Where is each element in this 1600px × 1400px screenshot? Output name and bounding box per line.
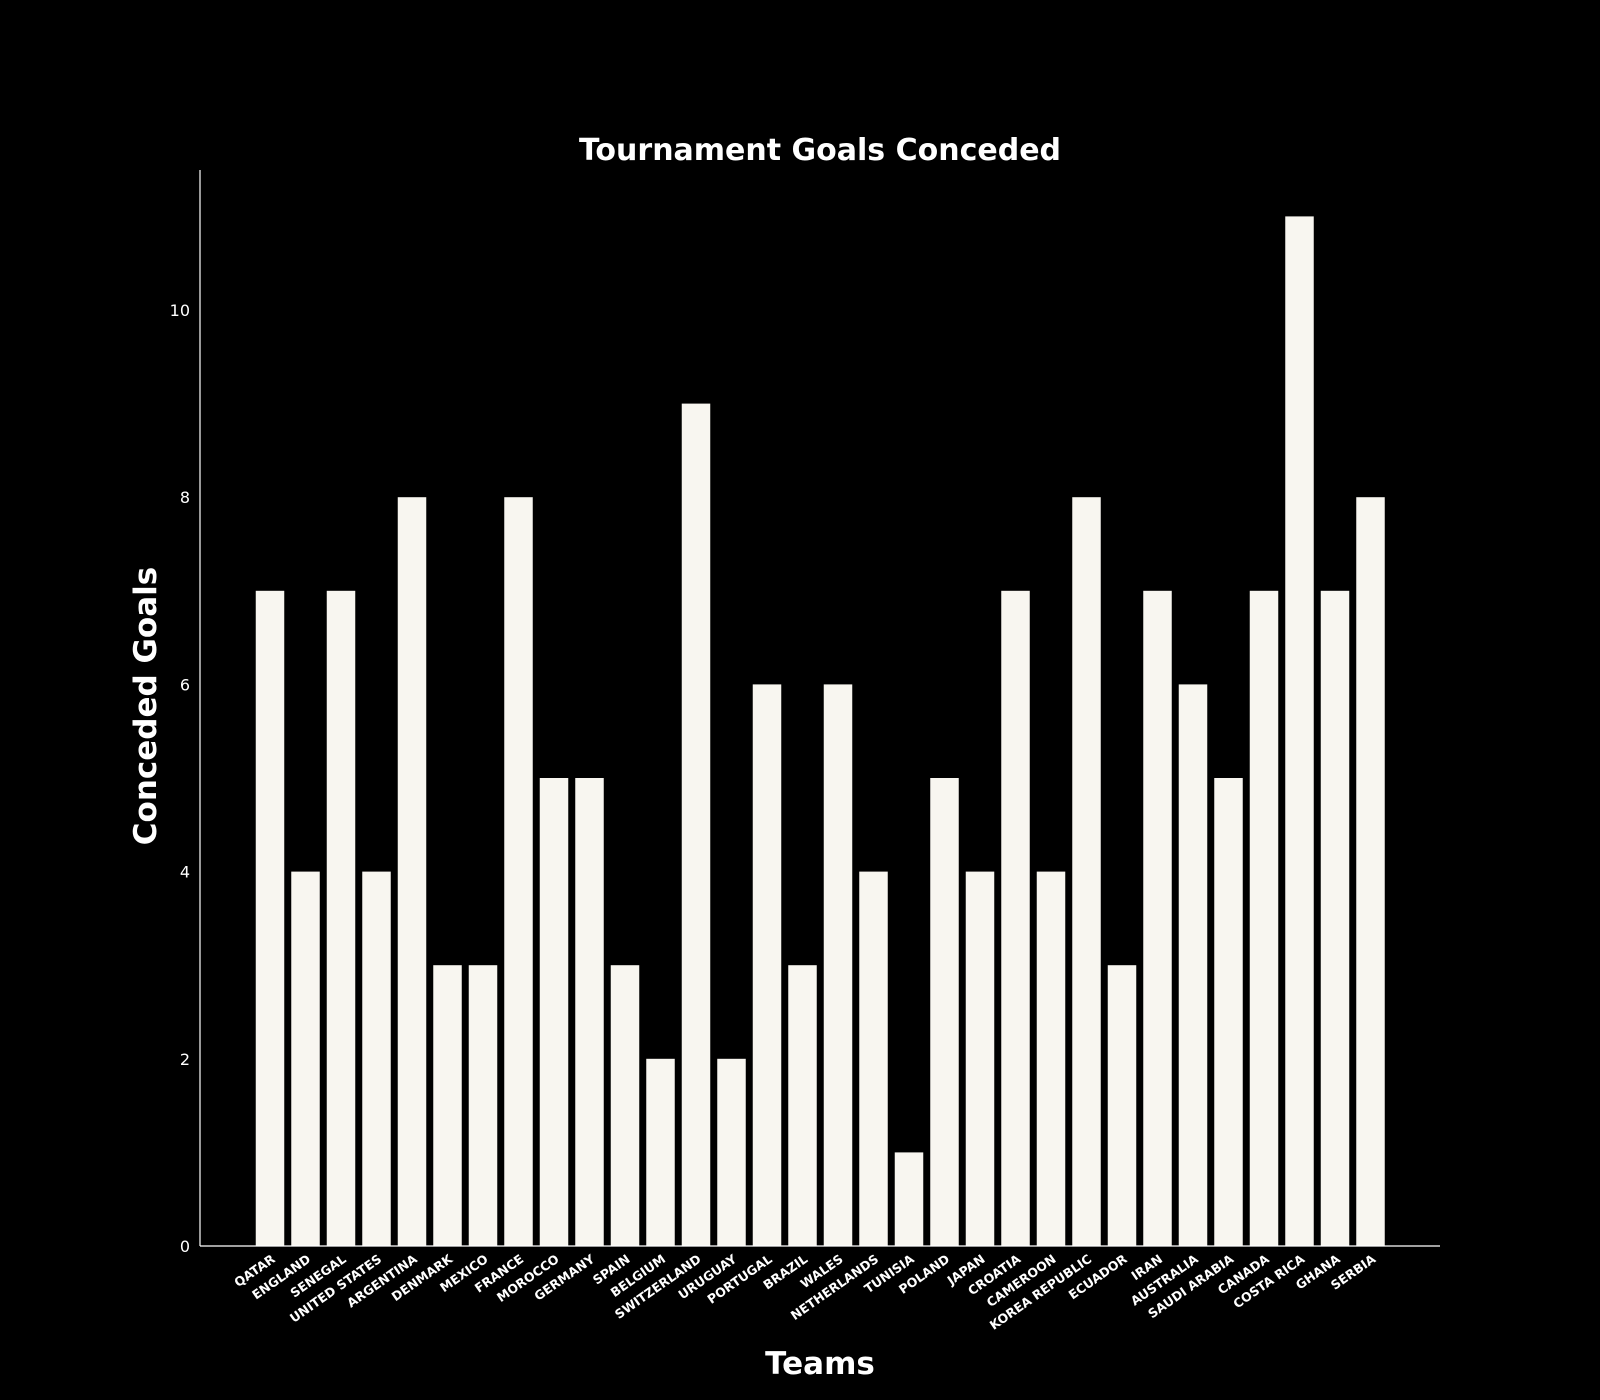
bar <box>291 871 320 1246</box>
bar <box>468 965 498 1246</box>
bar <box>1320 590 1350 1246</box>
bar <box>610 965 640 1246</box>
bar <box>894 1152 924 1246</box>
bar <box>646 1058 675 1246</box>
bar <box>1249 590 1279 1246</box>
bar <box>1001 590 1030 1246</box>
bar <box>1072 497 1101 1246</box>
bar <box>1178 684 1208 1246</box>
y-tick-label: 10 <box>170 301 190 320</box>
bar <box>539 778 569 1246</box>
x-axis-title: Teams <box>765 1346 875 1382</box>
bar <box>362 871 391 1246</box>
bar <box>326 590 356 1246</box>
bar <box>859 871 888 1246</box>
bar <box>930 778 959 1246</box>
bar <box>1143 590 1172 1246</box>
bar <box>1356 497 1385 1246</box>
y-tick-label: 0 <box>180 1237 190 1256</box>
y-tick-label: 6 <box>180 675 190 694</box>
bar <box>1036 871 1066 1246</box>
y-tick-label: 8 <box>180 488 190 507</box>
bar <box>681 403 711 1247</box>
bar <box>575 778 604 1246</box>
bar <box>717 1058 746 1246</box>
bar <box>1107 965 1137 1246</box>
bar <box>1285 216 1314 1246</box>
bar <box>823 684 853 1246</box>
y-tick-label: 4 <box>180 863 190 882</box>
bar <box>965 871 995 1246</box>
bar <box>504 497 533 1246</box>
bar <box>397 497 427 1246</box>
y-tick-label: 2 <box>180 1050 190 1069</box>
bar <box>255 590 285 1246</box>
bar <box>752 684 782 1246</box>
bar <box>788 965 817 1246</box>
bar <box>433 965 462 1246</box>
bar <box>1214 778 1243 1246</box>
y-axis-ticks: 0 2 4 6 8 10 <box>170 301 190 1256</box>
y-axis-title: Conceded Goals <box>128 567 164 845</box>
bars <box>255 216 1385 1247</box>
chart-title: Tournament Goals Conceded <box>579 133 1061 168</box>
